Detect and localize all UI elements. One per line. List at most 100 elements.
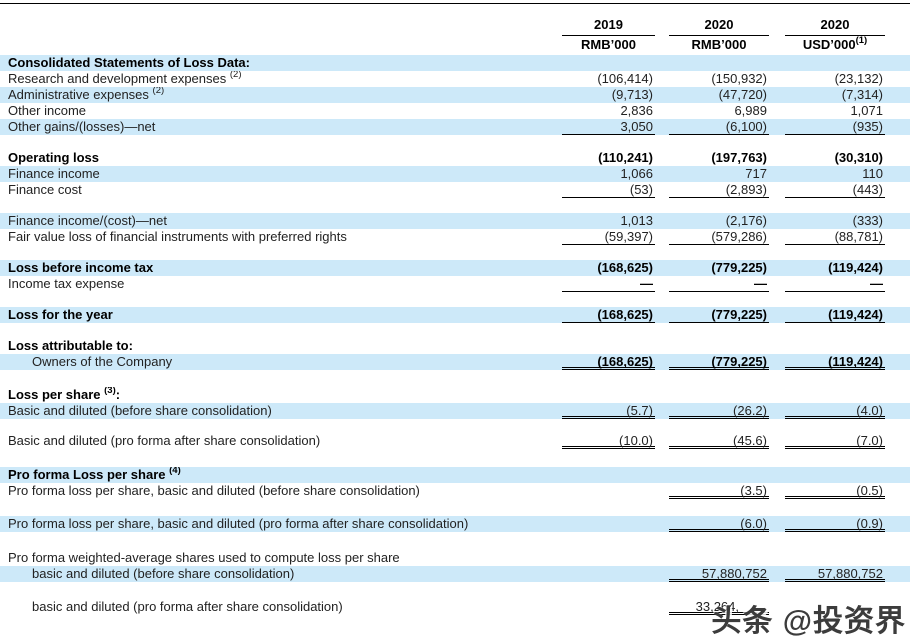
footnote-ref: (1) [855, 34, 868, 46]
column-header-unit-rmb: RMB’000 [669, 37, 769, 53]
table-row: Loss attributable to: [0, 338, 910, 354]
value-cell: (119,424) [785, 354, 885, 370]
value-cell: (119,424) [785, 307, 885, 323]
value-cell: (53) [562, 182, 655, 198]
table-row: basic and diluted (before share consolid… [0, 566, 910, 582]
spacer-row [0, 419, 910, 433]
header-spacer [0, 16, 562, 32]
table-top-rule [0, 3, 910, 4]
row-label: Administrative expenses (2) [0, 87, 562, 103]
column-header-year-2020-rmb: 2020 [669, 16, 769, 36]
value-cell: (2,176) [725, 213, 767, 228]
value-cell: 6,989 [734, 103, 767, 118]
row-label: Pro forma Loss per share (4) [0, 467, 562, 483]
value-cell: (10.0) [562, 433, 655, 449]
spacer-row [0, 135, 910, 150]
value-cell [562, 599, 655, 615]
value-cell: (168,625) [562, 354, 655, 370]
column-header-unit-rmb: RMB’000 [562, 37, 655, 53]
value-cell: (935) [785, 119, 885, 135]
table-row: Pro forma loss per share, basic and dilu… [0, 483, 910, 499]
table-row: Finance income/(cost)—net 1,013 (2,176) (33… [0, 213, 910, 229]
value-cell: — [785, 276, 885, 292]
value-cell: (45.6) [669, 433, 769, 449]
year-header-row: 2019 2020 2020 [0, 16, 910, 36]
spacer-row [0, 198, 910, 213]
value-cell: 1,013 [620, 213, 653, 228]
value-cell [785, 387, 885, 403]
value-cell [669, 467, 769, 483]
spacer-row [0, 292, 910, 307]
row-label: Finance income [8, 166, 100, 181]
row-label: Other gains/(losses)—net [8, 119, 156, 134]
value-cell: (30,310) [834, 150, 883, 165]
value-cell: (168,625) [597, 260, 653, 275]
value-cell: (443) [785, 182, 885, 198]
value-cell: 110 [862, 166, 883, 181]
row-label: basic and diluted (pro forma after share… [32, 599, 343, 614]
row-label: Pro forma weighted-average shares used t… [8, 550, 400, 565]
value-cell: (779,225) [669, 307, 769, 323]
unit-header-row: RMB’000 RMB’000 USD’000(1) [0, 34, 910, 53]
row-label: Pro forma loss per share, basic and dilu… [8, 516, 469, 531]
table-row: Income tax expense — — — [0, 276, 910, 292]
value-cell: 2,836 [620, 103, 653, 118]
value-cell: (0.5) [785, 483, 885, 499]
table-row: Operating loss (110,241) (197,763) (30,310) [0, 150, 910, 166]
row-label: Pro forma loss per share, basic and dilu… [8, 483, 420, 498]
value-cell [562, 550, 655, 566]
value-cell: (6,100) [669, 119, 769, 135]
header-spacer [0, 36, 562, 52]
value-cell: 717 [745, 166, 767, 181]
value-cell: 1,066 [620, 166, 653, 181]
value-cell [785, 467, 885, 483]
value-cell [562, 566, 655, 582]
value-cell: (47,720) [718, 87, 767, 102]
value-cell: (5.7) [562, 403, 655, 419]
row-label: Loss for the year [8, 307, 113, 322]
loss-statement-table: 2019 2020 2020 RMB’000 RMB’000 USD’000(1… [0, 3, 910, 615]
unit-label: USD’000 [802, 37, 856, 52]
unit-label: RMB’000 [691, 37, 747, 52]
value-cell [562, 387, 655, 403]
value-cell: 57,880,752 [669, 566, 769, 582]
table-row: Finance income 1,066 717 110 [0, 166, 910, 182]
table-row: Consolidated Statements of Loss Data: [0, 55, 910, 71]
value-cell: (88,781) [785, 229, 885, 245]
value-cell: (333) [852, 213, 883, 228]
value-cell: (779,225) [711, 260, 767, 275]
footnote-ref: (2) [229, 71, 242, 80]
value-cell [562, 516, 655, 532]
table-row: Research and development expenses (2) (10… [0, 71, 910, 87]
value-cell: 3,050 [562, 119, 655, 135]
table-row: basic and diluted (pro forma after share… [0, 599, 910, 615]
value-cell: (7,314) [841, 87, 883, 102]
value-cell: (0.9) [785, 516, 885, 532]
value-cell: (150,932) [711, 71, 767, 86]
value-cell [562, 467, 655, 483]
value-cell [785, 55, 885, 71]
spacer-row [0, 449, 910, 467]
value-cell [785, 550, 885, 566]
row-label: Loss per share (3): [0, 387, 562, 403]
row-label: Consolidated Statements of Loss Data: [8, 55, 250, 70]
table-body: Consolidated Statements of Loss Data: Res… [0, 55, 910, 615]
spacer-row [0, 323, 910, 338]
row-label: Basic and diluted (pro forma after share… [8, 433, 321, 448]
value-cell: (579,286) [669, 229, 769, 245]
row-label: Finance income/(cost)—net [8, 213, 167, 228]
value-cell: (168,625) [562, 307, 655, 323]
table-row: Loss per share (3): [0, 387, 910, 403]
table-row: Fair value loss of financial instruments… [0, 229, 910, 245]
value-cell: 33,264, [669, 599, 769, 615]
row-label: Finance cost [8, 182, 82, 197]
footnote-ref: (3) [104, 387, 116, 396]
table-row: Owners of the Company (168,625) (779,225) (… [0, 354, 910, 370]
footnote-ref: (4) [169, 467, 181, 476]
value-cell: (4.0) [785, 403, 885, 419]
table-row: Pro forma loss per share, basic and dilu… [0, 516, 910, 532]
value-cell: (2,893) [669, 182, 769, 198]
value-cell [669, 338, 769, 354]
value-cell [669, 55, 769, 71]
column-header-unit-usd: USD’000(1) [785, 34, 885, 53]
